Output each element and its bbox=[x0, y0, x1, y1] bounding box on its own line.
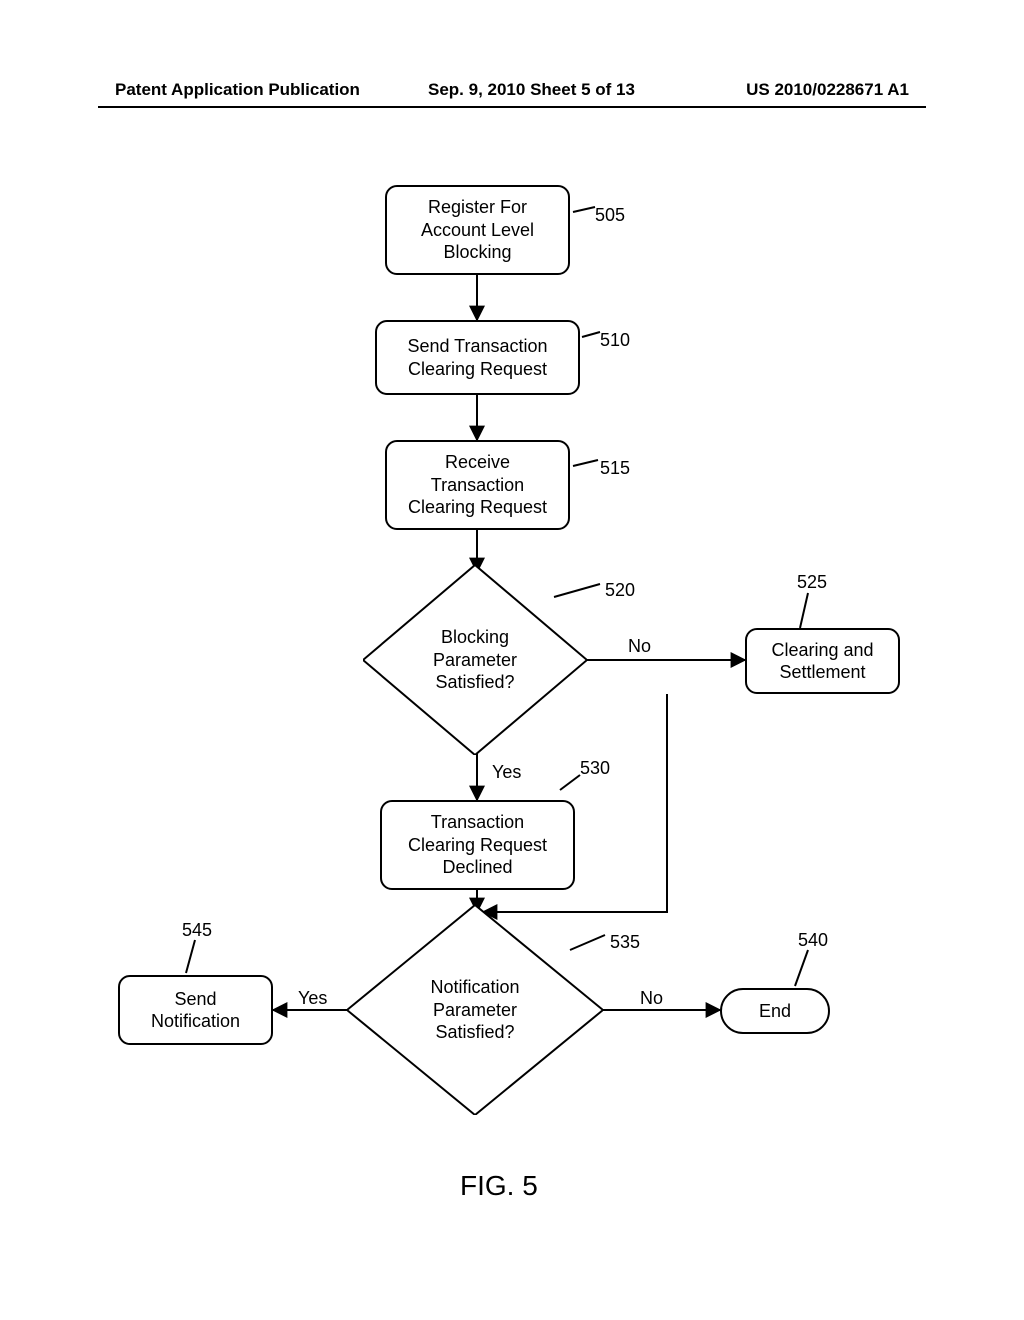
node-n525: Clearing andSettlement bbox=[745, 628, 900, 694]
node-n530: TransactionClearing RequestDeclined bbox=[380, 800, 575, 890]
node-n510: Send TransactionClearing Request bbox=[375, 320, 580, 395]
node-n545: SendNotification bbox=[118, 975, 273, 1045]
node-d535: NotificationParameterSatisfied? bbox=[347, 905, 603, 1115]
ref-505: 505 bbox=[595, 205, 625, 226]
figure-label: FIG. 5 bbox=[460, 1170, 538, 1202]
ref-525: 525 bbox=[797, 572, 827, 593]
label-no-d535: No bbox=[640, 988, 663, 1009]
node-n505: Register ForAccount LevelBlocking bbox=[385, 185, 570, 275]
ref-540: 540 bbox=[798, 930, 828, 951]
ref-535: 535 bbox=[610, 932, 640, 953]
label-no-d520: No bbox=[628, 636, 651, 657]
ref-515: 515 bbox=[600, 458, 630, 479]
node-n540: End bbox=[720, 988, 830, 1034]
ref-545: 545 bbox=[182, 920, 212, 941]
ref-520: 520 bbox=[605, 580, 635, 601]
label-yes-d520: Yes bbox=[492, 762, 521, 783]
node-d520: BlockingParameterSatisfied? bbox=[363, 565, 587, 755]
patent-page: Patent Application Publication Sep. 9, 2… bbox=[0, 0, 1024, 1320]
ref-510: 510 bbox=[600, 330, 630, 351]
node-n515: ReceiveTransactionClearing Request bbox=[385, 440, 570, 530]
label-yes-d535: Yes bbox=[298, 988, 327, 1009]
ref-530: 530 bbox=[580, 758, 610, 779]
